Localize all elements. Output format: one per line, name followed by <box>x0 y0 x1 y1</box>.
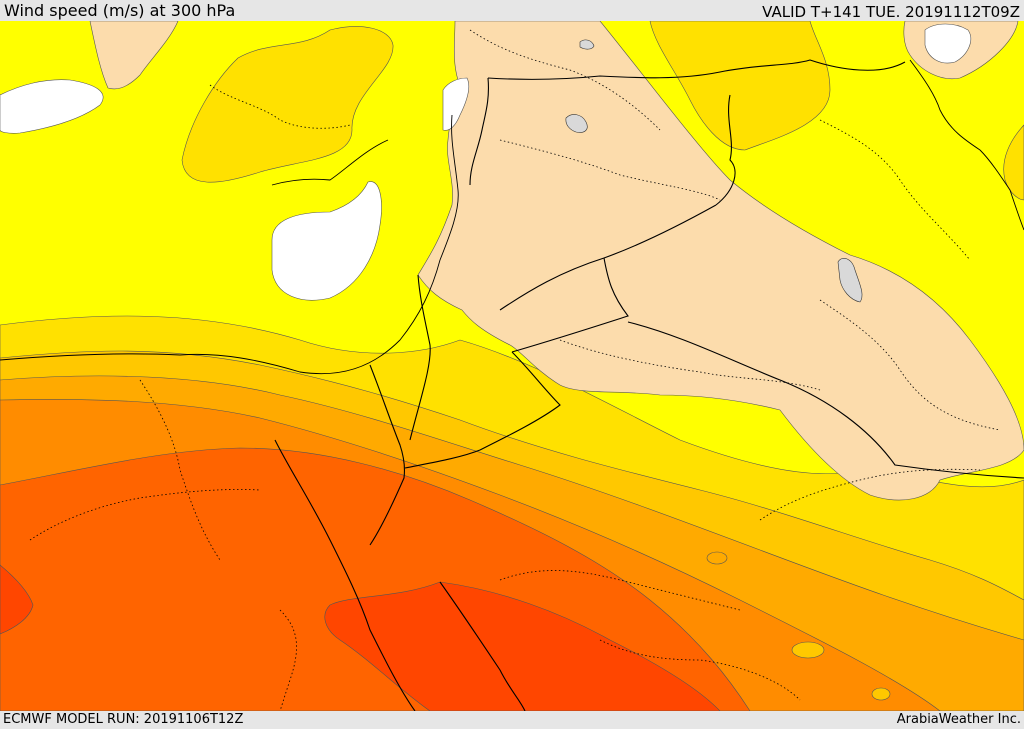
coastline <box>909 59 1024 231</box>
lake <box>837 257 863 303</box>
country-border <box>274 439 416 711</box>
coastline <box>0 114 459 375</box>
province-boundary <box>279 609 297 711</box>
coastline <box>271 139 389 186</box>
calm-area <box>271 181 382 301</box>
land-mask-region <box>417 21 1024 501</box>
gold-wind-patch-east <box>1003 124 1024 201</box>
province-boundary <box>139 379 221 561</box>
calm-area <box>442 77 470 131</box>
calm-area <box>924 23 972 64</box>
valid-time-label: VALID T+141 TUE. 20191112T09Z <box>762 3 1020 21</box>
province-boundary <box>819 299 1001 431</box>
map-title: Wind speed (m/s) at 300 hPa <box>4 1 236 20</box>
country-border <box>439 581 526 711</box>
calm-area <box>0 79 104 134</box>
gold-wind-patch-north <box>181 26 394 183</box>
red-orange-jet-core-west <box>0 564 34 635</box>
country-border <box>627 321 1024 479</box>
province-boundary <box>469 29 661 131</box>
red-orange-jet-core <box>324 581 721 711</box>
province-boundary <box>499 139 721 201</box>
contour-island <box>871 687 891 701</box>
wind-speed-map[interactable] <box>0 21 1024 711</box>
country-border <box>369 364 406 546</box>
model-run-label: ECMWF MODEL RUN: 20191106T12Z <box>3 712 244 727</box>
province-boundary <box>759 468 981 521</box>
country-border <box>469 77 489 186</box>
country-border <box>511 257 629 353</box>
footer-bar: ECMWF MODEL RUN: 20191106T12Z ArabiaWeat… <box>0 711 1024 729</box>
country-border <box>499 204 717 311</box>
country-border <box>715 94 736 206</box>
map-canvas <box>0 21 1024 711</box>
country-border <box>487 59 906 80</box>
province-boundary <box>819 119 971 261</box>
credit-label: ArabiaWeather Inc. <box>896 712 1021 727</box>
contour-island <box>706 551 728 565</box>
lake <box>565 114 588 133</box>
contour-island <box>791 641 825 659</box>
country-border <box>409 274 431 441</box>
land-mask-region <box>89 21 179 90</box>
lake <box>579 39 595 50</box>
title-bar: Wind speed (m/s) at 300 hPa VALID T+141 … <box>0 0 1024 21</box>
country-border <box>404 351 561 469</box>
